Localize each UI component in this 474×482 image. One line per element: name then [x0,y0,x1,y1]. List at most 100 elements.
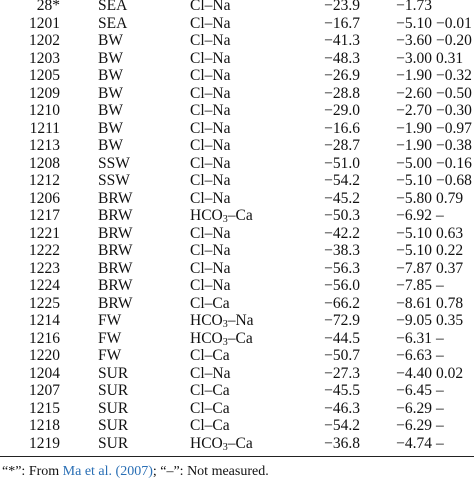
delta-d-cell: −50.7 [324,347,360,364]
hydrochemical-type-cell: HCO3–Ca [190,206,253,225]
delta-d-cell: −45.5 [324,382,360,399]
sample-id-cell: 1217 [29,207,60,224]
delta-d-cell: −54.2 [324,172,360,189]
hydrochemical-type-cell: Cl–Na [190,136,230,155]
hydrochemical-type-cell: Cl–Ca [190,399,230,418]
sample-id-cell: 1207 [29,382,60,399]
delta-d-cell: −27.3 [324,364,360,382]
delta-o18-cell: −2.70 [396,102,432,119]
water-type-cell: BW [98,67,123,84]
hydrochemical-type-cell: HCO3–Ca [190,329,253,348]
hydrochemical-type-cell: Cl–Na [190,189,230,208]
water-type-cell: BW [98,137,123,154]
delta-d-cell: −45.2 [324,189,360,207]
table-row: 1223 BRW Cl–Na −56.3 −7.87 0.37 [0,259,474,278]
hydrochemical-type-part: Cl–Na [190,189,231,207]
hydrochemical-type-cell: Cl–Na [190,101,230,120]
sample-id-cell: 1221 [29,224,60,242]
table-row: 1215 SUR Cl–Ca −46.3 −6.29– [0,399,474,418]
delta-o18-cell: −5.00 [396,154,432,172]
hydrochemical-type-cell: Cl–Na [190,224,230,243]
hydrochemical-type-part: 3 [222,441,228,453]
delta-o18-cell: −2.60 [396,84,432,102]
delta-o18-cell: −6.31 [396,329,432,347]
sample-id-cell: 1202 [29,32,60,49]
water-type-cell: SUR [98,382,129,399]
sample-id-cell: 1224 [29,277,60,294]
table-row: 1222 BRW Cl–Na −38.3 −5.10 0.22 [0,241,474,260]
hydrochemical-type-part: Cl–Na [190,224,231,242]
table-row: 1212 SSW Cl–Na −54.2 −5.10 −0.68 [0,171,474,190]
hydrochemical-type-part: Cl–Na [190,172,231,189]
table-row: 1206 BRW Cl–Na −45.2 −5.80 0.79 [0,189,474,208]
hydrochemical-type-cell: Cl–Na [190,31,230,50]
hydrochemical-type-part: Cl–Na [190,49,231,67]
hydrochemical-type-cell: Cl–Na [190,241,230,260]
water-type-cell: BW [98,49,123,67]
sample-id-cell: 1220 [29,347,60,364]
sample-id-cell: 1208 [29,154,60,172]
water-type-cell: SSW [98,172,130,189]
delta-d-cell: −26.9 [324,67,360,84]
sample-id-cell: 1204 [29,364,60,382]
delta-o18-cell: −5.80 [396,189,432,207]
delta-o18-cell: −1.90 [396,119,432,137]
extra-value-cell: −0.16 [436,154,472,172]
water-type-cell: FW [98,347,122,364]
water-type-cell: SUR [98,364,129,382]
extra-value-cell: 0.02 [436,364,464,382]
delta-d-cell: −51.0 [324,154,360,172]
delta-o18-cell: −5.10 [396,224,432,242]
extra-value-cell: −0.01 [436,14,472,32]
delta-o18-cell: −6.45 [396,382,432,399]
water-type-cell: BRW [98,242,133,259]
hydrochemical-type-cell: Cl–Na [190,171,230,190]
delta-d-cell: −41.3 [324,32,360,49]
extra-value-cell: 0.37 [436,259,464,277]
sample-id-cell: 1210 [29,102,60,119]
delta-o18-cell: −6.92 [396,207,432,224]
sample-id-cell: 1214 [29,312,60,329]
water-type-cell: SUR [98,399,129,417]
table-row: 28* SEA Cl–Na −23.9 −1.73 [0,0,474,15]
table-row: 1221 BRW Cl–Na −42.2 −5.10 0.63 [0,224,474,243]
hydrochemical-type-part: –Na [227,312,254,329]
extra-value-cell: – [436,399,444,417]
extra-value-cell: 0.78 [436,294,464,312]
hydrochemical-type-cell: Cl–Na [190,154,230,173]
sample-id-cell: 1206 [29,189,60,207]
extra-value-cell: 0.31 [436,49,464,67]
extra-value-cell: −0.50 [436,84,472,102]
footnote-reference-link[interactable]: Ma et al. (2007) [62,464,153,479]
hydrochemical-type-cell: Cl–Ca [190,294,230,313]
table-row: 1216 FW HCO3–Ca −44.5 −6.31– [0,329,474,348]
sample-id-cell: 1222 [29,242,60,259]
hydrochemical-type-part: Cl–Na [190,277,231,294]
hydrochemical-type-cell: Cl–Ca [190,346,230,365]
table-row: 1218 SUR Cl–Ca −54.2 −6.29– [0,416,474,435]
water-type-cell: BW [98,84,123,102]
hydrochemical-type-part: Cl–Ca [190,347,230,364]
delta-d-cell: −54.2 [324,417,360,434]
hydrochemical-type-part: –Ca [227,434,253,452]
water-type-cell: BW [98,32,123,49]
delta-o18-cell: −7.85 [396,277,432,294]
delta-d-cell: −16.7 [324,14,360,32]
delta-d-cell: −28.8 [324,84,360,102]
delta-o18-cell: −4.74 [396,434,432,452]
hydrochemical-type-part: 3 [222,336,228,348]
hydrochemical-type-cell: Cl–Na [190,0,230,15]
sample-id-cell: 1203 [29,49,60,67]
table-row: 1224 BRW Cl–Na −56.0 −7.85– [0,276,474,295]
hydrochemical-type-cell: Cl–Ca [190,381,230,400]
extra-value-cell: – [436,347,444,364]
extra-value-cell: – [436,207,444,224]
delta-o18-cell: −7.87 [396,259,432,277]
hydrochemical-type-part: Cl–Na [190,364,231,382]
sample-id-cell: 1225 [29,294,60,312]
hydrochemical-type-part: Cl–Ca [190,417,230,434]
sample-id-cell: 1223 [29,259,60,277]
delta-d-cell: −46.3 [324,399,360,417]
extra-value-cell: – [436,277,444,294]
hydrochemical-type-cell: Cl–Na [190,119,230,138]
